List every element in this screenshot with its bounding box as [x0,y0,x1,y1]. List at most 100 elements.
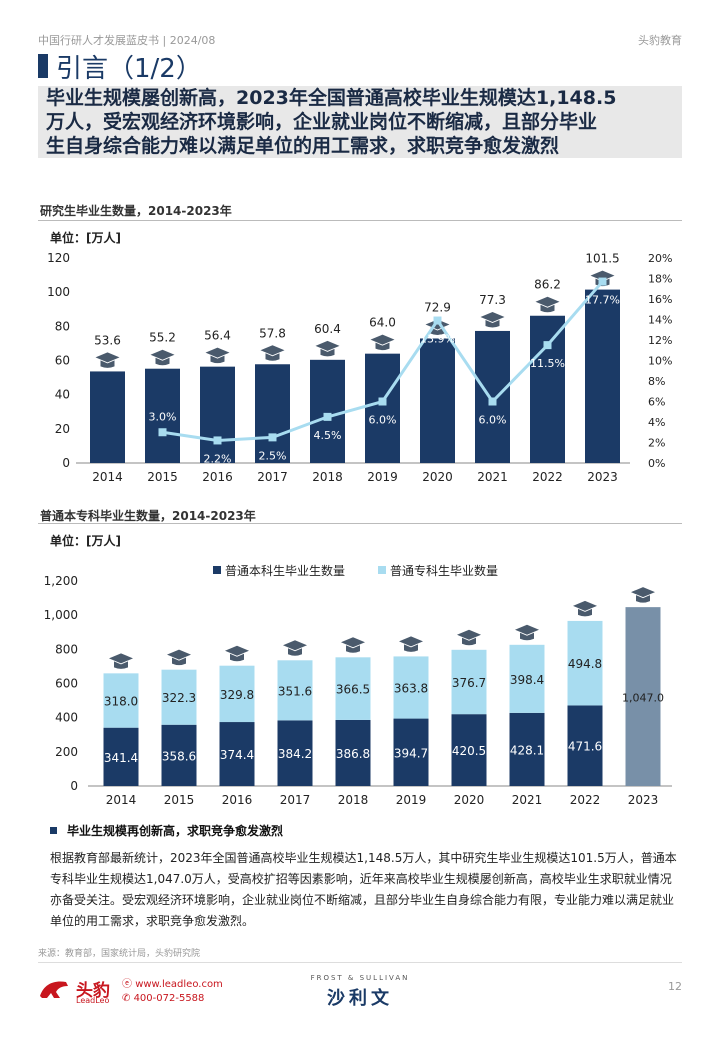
bar-college [393,656,429,719]
bar-undergrad [393,718,429,786]
y2-tick-label: 8% [648,375,665,388]
publisher-label: 头豹教育 [638,34,682,47]
x-tick-label: 2020 [422,470,453,484]
report-series-label: 中国行研人才发展蓝皮书 | 2024/08 [38,34,216,47]
bar-value-label: 56.4 [204,329,231,343]
growth-point [543,341,552,350]
graduation-cap-icon [167,649,191,666]
legend-label-undergrad: 普通本科生毕业生数量 [225,563,345,578]
graduation-cap-icon [315,340,340,357]
growth-point [323,412,332,421]
graduation-cap-icon [341,637,365,653]
y-tick-label: 40 [55,388,70,402]
bar-college-label: 363.8 [394,681,428,695]
graduation-cap-icon [573,600,597,617]
bar-value-label: 57.8 [259,326,286,340]
bar-total [625,607,661,786]
bar-value-label: 72.9 [424,300,451,314]
x-tick-label: 2022 [532,470,563,484]
bar-undergrad [509,712,545,786]
bar [475,330,510,463]
bar-total-label: 1,047.0 [622,692,664,705]
y-tick-label: 1,000 [44,608,78,622]
bar-college-label: 329.8 [220,688,254,702]
graduation-cap-icon [480,311,505,328]
growth-point [158,428,167,437]
x-tick-label: 2017 [257,470,288,484]
section-body: 根据教育部最新统计，2023年全国普通高校毕业生规模达1,148.5万人，其中研… [50,851,677,928]
growth-point [213,436,222,445]
bar-college [103,673,139,728]
growth-point [433,316,442,325]
bar [585,289,620,463]
bar-college-label: 494.8 [568,657,602,671]
y-tick-label: 80 [55,319,70,333]
bar-undergrad [277,720,313,786]
x-tick-label: 2019 [367,470,398,484]
x-tick-label: 2022 [570,793,601,807]
growth-label: 11.5% [530,357,565,370]
growth-label: 17.7% [585,294,620,307]
graduation-cap-icon [515,624,539,641]
logo-en-text: LeadLeo [76,996,110,1005]
y-tick-label: 120 [47,251,70,265]
graduation-cap-icon [150,349,175,366]
y2-tick-label: 6% [648,396,665,409]
bar-college-label: 322.3 [162,691,196,705]
bar-value-label: 86.2 [534,278,561,292]
growth-label: 13.9% [420,333,455,346]
y2-tick-label: 12% [648,334,672,347]
y-tick-label: 20 [55,422,70,436]
website-link[interactable]: ⓔ www.leadleo.com [122,979,223,990]
bar-undergrad-label: 394.7 [394,746,428,760]
bar [365,353,400,463]
growth-point [488,397,497,406]
graduation-cap-icon [283,640,307,656]
y-tick-label: 400 [55,711,78,725]
growth-label: 6.0% [479,414,507,427]
bar [420,338,455,463]
x-tick-label: 2017 [280,793,311,807]
y2-tick-label: 16% [648,293,672,306]
bar [145,368,180,463]
bar-undergrad [161,724,197,786]
graduation-cap-icon [631,587,655,603]
bar-undergrad-label: 420.5 [452,744,486,758]
bar-value-label: 53.6 [94,333,121,347]
x-tick-label: 2021 [477,470,508,484]
bar-undergrad-label: 341.4 [104,751,138,765]
y-tick-label: 600 [55,677,78,691]
y-tick-label: 1,200 [44,574,78,588]
growth-label: 4.5% [314,429,342,442]
graduation-cap-icon [260,345,285,361]
growth-label: 2.2% [204,452,232,465]
chart1-graduate-students: 0 20 40 60 80 100 120 0% 2% 4% 6% 8% 10% 12% 14% 16% 18%… [47,251,672,484]
bar-value-label: 55.2 [149,331,176,345]
growth-point [268,433,277,442]
y-tick-label: 0 [62,456,70,470]
bar-undergrad [335,719,371,786]
chart1-rule [38,220,682,221]
partner-cn-logo: 沙利文 [327,988,393,1009]
phone-text: 400-072-5588 [133,993,205,1004]
bar-undergrad-label: 471.6 [568,740,602,754]
y2-tick-label: 2% [648,437,665,450]
bar-undergrad [451,714,487,786]
x-tick-label: 2015 [164,793,195,807]
chart2-title: 普通本专科毕业生数量，2014-2023年 [40,509,256,523]
growth-label: 2.5% [259,449,287,462]
x-tick-label: 2015 [147,470,178,484]
bar-undergrad-label: 384.2 [278,747,312,761]
bar-value-label: 77.3 [479,293,506,307]
graduation-cap-icon [225,645,249,662]
bar-value-label: 64.0 [369,316,396,330]
bar [530,315,565,463]
page-title: 引言（1/2） [56,54,202,84]
bar-undergrad-label: 428.1 [510,743,544,757]
bar-undergrad [103,727,139,786]
x-tick-label: 2020 [454,793,485,807]
x-tick-label: 2021 [512,793,543,807]
growth-label: 3.0% [149,410,177,423]
x-tick-label: 2016 [222,793,253,807]
contact-block: ⓔ www.leadleo.com ✆ 400-072-5588 [122,978,223,1006]
